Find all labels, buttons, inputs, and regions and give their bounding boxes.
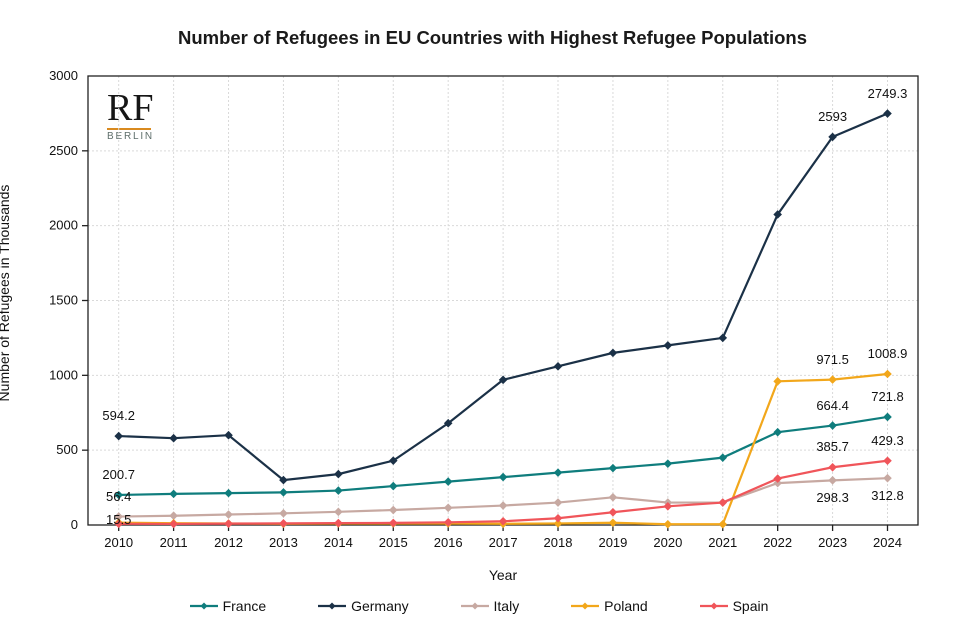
svg-text:1000: 1000: [49, 367, 78, 382]
svg-text:2010: 2010: [104, 535, 133, 550]
svg-text:2013: 2013: [269, 535, 298, 550]
svg-text:1500: 1500: [49, 293, 78, 308]
svg-text:2014: 2014: [324, 535, 353, 550]
svg-text:2019: 2019: [598, 535, 627, 550]
svg-text:2020: 2020: [653, 535, 682, 550]
svg-text:2000: 2000: [49, 218, 78, 233]
svg-text:2018: 2018: [544, 535, 573, 550]
svg-text:2017: 2017: [489, 535, 518, 550]
svg-text:0: 0: [71, 517, 78, 532]
svg-text:2011: 2011: [160, 535, 188, 550]
svg-text:2012: 2012: [214, 535, 243, 550]
svg-text:2500: 2500: [49, 143, 78, 158]
svg-text:3000: 3000: [49, 68, 78, 83]
svg-text:2016: 2016: [434, 535, 463, 550]
svg-text:2021: 2021: [708, 535, 737, 550]
svg-text:2015: 2015: [379, 535, 408, 550]
svg-text:2022: 2022: [763, 535, 792, 550]
svg-text:2023: 2023: [818, 535, 847, 550]
svg-text:500: 500: [56, 442, 78, 457]
svg-text:2024: 2024: [873, 535, 902, 550]
